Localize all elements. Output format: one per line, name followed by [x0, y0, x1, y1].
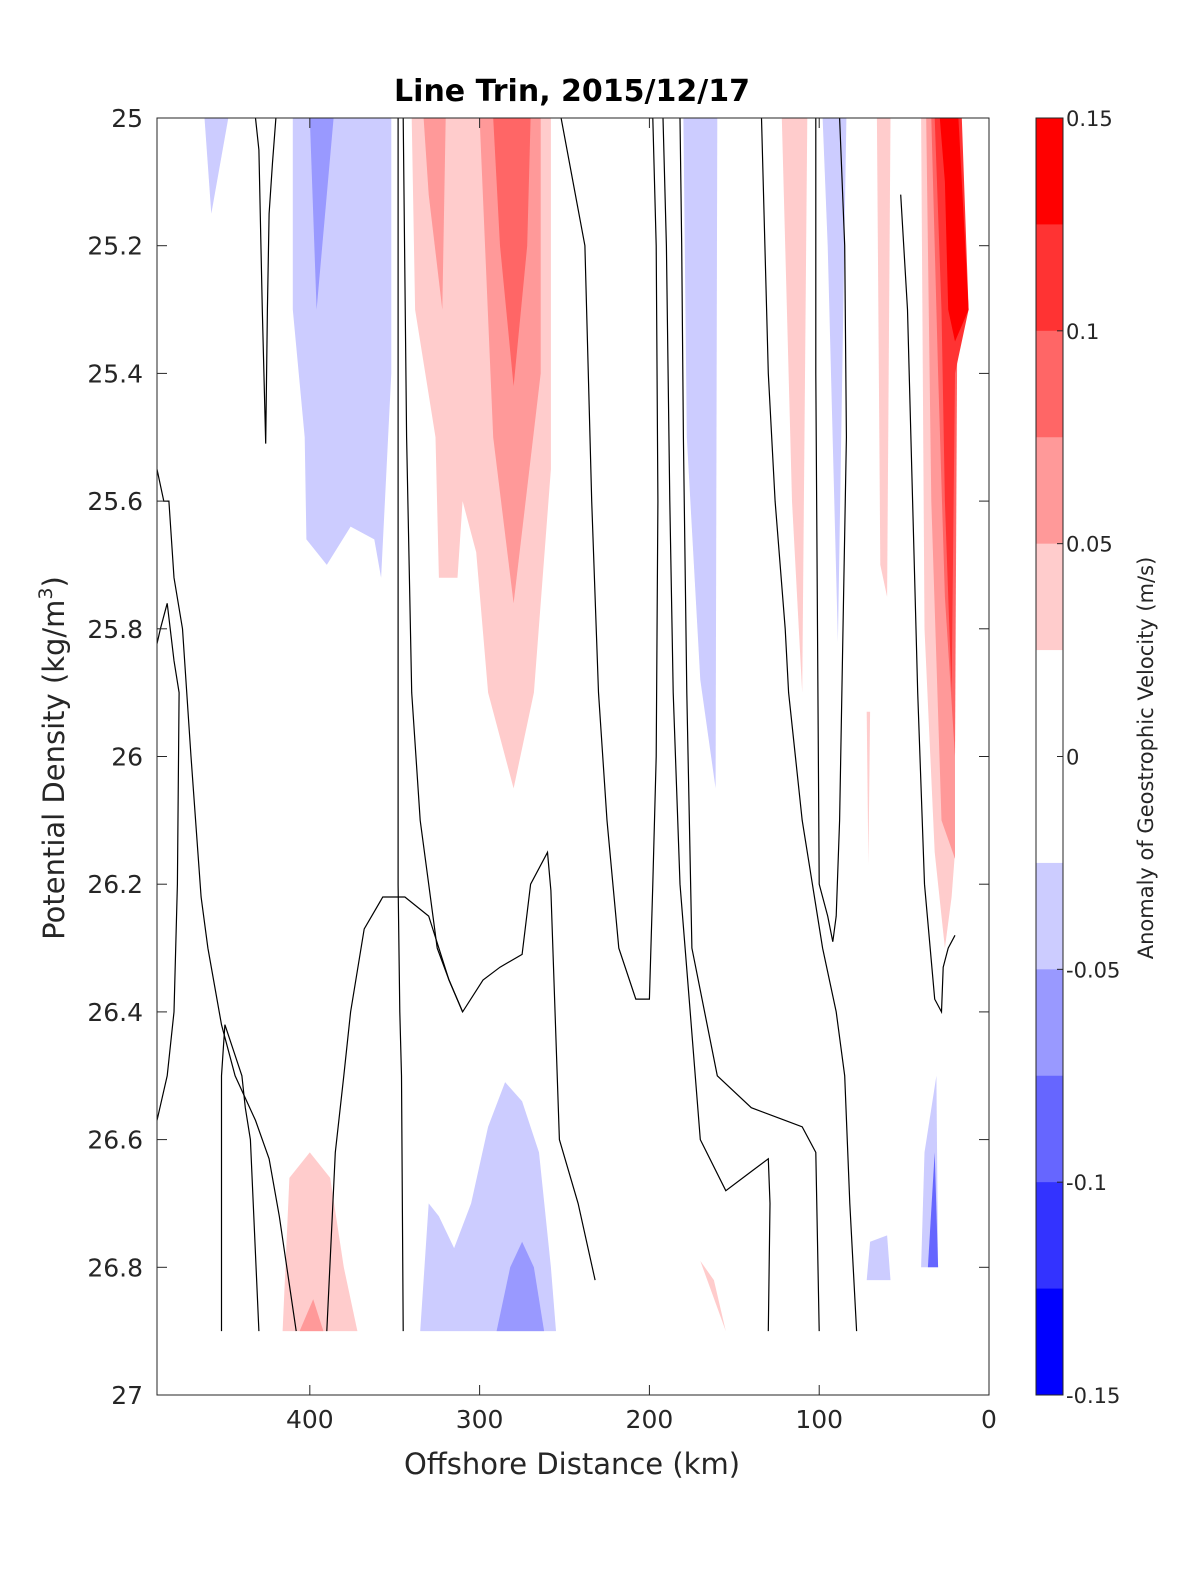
- filled-region: [282, 1152, 358, 1332]
- y-axis-label: Potential Density (kg/m3): [35, 576, 71, 940]
- y-axis-label-main: Potential Density (kg/m: [37, 600, 71, 940]
- colorbar-tick-label: -0.15: [1066, 1384, 1120, 1408]
- y-tick-label: 25.8: [87, 615, 143, 644]
- colorbar-swatch: [1036, 118, 1063, 225]
- x-axis: 400 300 200 100 0: [286, 118, 997, 1434]
- x-tick-label: 200: [626, 1405, 674, 1434]
- colorbar-swatch: [1036, 1182, 1063, 1290]
- filled-region: [493, 118, 531, 387]
- y-tick-label: 26: [111, 743, 143, 772]
- y-axis-label-superscript: 3: [35, 587, 57, 599]
- x-tick-label: 400: [286, 1405, 334, 1434]
- filled-region: [496, 1241, 545, 1332]
- y-axis: 25 25.2 25.4 25.6 25.8 26 26.2 26.4 26.6 26.8 27: [87, 104, 989, 1410]
- contour-line: [220, 1024, 260, 1332]
- colorbar-tick-label: 0.05: [1066, 533, 1113, 557]
- colorbar-label: Anomaly of Geostrophic Velocity (m/s): [1134, 557, 1158, 960]
- chart-title: Line Trin, 2015/12/17: [394, 74, 750, 109]
- colorbar-swatch: [1036, 330, 1063, 438]
- y-tick-label: 25.2: [87, 232, 143, 261]
- filled-region: [927, 1152, 939, 1268]
- filled-region: [299, 1299, 324, 1332]
- filled-region: [781, 118, 808, 693]
- colorbar-tick-label: -0.1: [1066, 1171, 1107, 1195]
- x-tick-label: 0: [981, 1405, 997, 1434]
- plot-background: [157, 118, 989, 1395]
- contour-line: [679, 118, 820, 1332]
- filled-region: [204, 118, 229, 214]
- filled-region: [309, 118, 334, 310]
- colorbar-tick-label: 0: [1066, 746, 1079, 770]
- contour-line: [560, 118, 659, 1000]
- contour-line: [402, 118, 464, 1013]
- y-tick-label: 25.4: [87, 359, 143, 388]
- filled-region: [423, 118, 446, 310]
- colorbar-swatch: [1036, 862, 1063, 970]
- filled-region: [876, 118, 891, 597]
- colorbar-swatch: [1036, 543, 1063, 651]
- colorbar-tick-label: 0.1: [1066, 320, 1099, 344]
- colorbar: 0.15 0.1 0.05 0 -0.05 -0.1 -0.15: [1035, 107, 1120, 1408]
- contour-line: [157, 603, 180, 1121]
- filled-region: [700, 1260, 726, 1332]
- x-axis-label: Offshore Distance (km): [404, 1447, 740, 1481]
- y-tick-label: 26.4: [87, 998, 143, 1027]
- filled-region: [866, 1235, 891, 1281]
- contour-line: [662, 118, 771, 1332]
- colorbar-swatch: [1036, 969, 1063, 1077]
- y-tick-label: 25: [111, 104, 143, 133]
- filled-region: [822, 118, 847, 642]
- colorbar-swatch: [1036, 1075, 1063, 1183]
- colorbar-swatch: [1036, 1288, 1063, 1396]
- y-tick-label: 26.6: [87, 1126, 143, 1155]
- y-tick-label: 26.2: [87, 870, 143, 899]
- contour-line: [157, 469, 297, 1332]
- colorbar-tick-label: -0.05: [1066, 958, 1120, 982]
- contour-line: [900, 194, 956, 1015]
- colorbar-tick-label: 0.15: [1066, 107, 1113, 131]
- contour-line: [815, 118, 848, 942]
- y-tick-label: 27: [111, 1381, 143, 1410]
- plot-area: [156, 117, 990, 1396]
- colorbar-swatch: [1036, 224, 1063, 332]
- y-axis-label-close: ): [37, 576, 71, 587]
- filled-region: [292, 118, 392, 578]
- contour-line: [254, 118, 277, 444]
- colorbar-swatch: [1036, 437, 1063, 545]
- filled-region: [683, 118, 718, 789]
- x-tick-label: 300: [456, 1405, 504, 1434]
- contour-line: [397, 118, 404, 1332]
- y-tick-label: 25.6: [87, 487, 143, 516]
- y-tick-label: 26.8: [87, 1253, 143, 1282]
- contour-line: [760, 118, 858, 1332]
- filled-contours: [204, 118, 969, 1332]
- x-tick-label: 100: [795, 1405, 843, 1434]
- filled-region: [866, 711, 871, 865]
- contour-lines: [157, 118, 956, 1332]
- filled-region: [939, 118, 969, 342]
